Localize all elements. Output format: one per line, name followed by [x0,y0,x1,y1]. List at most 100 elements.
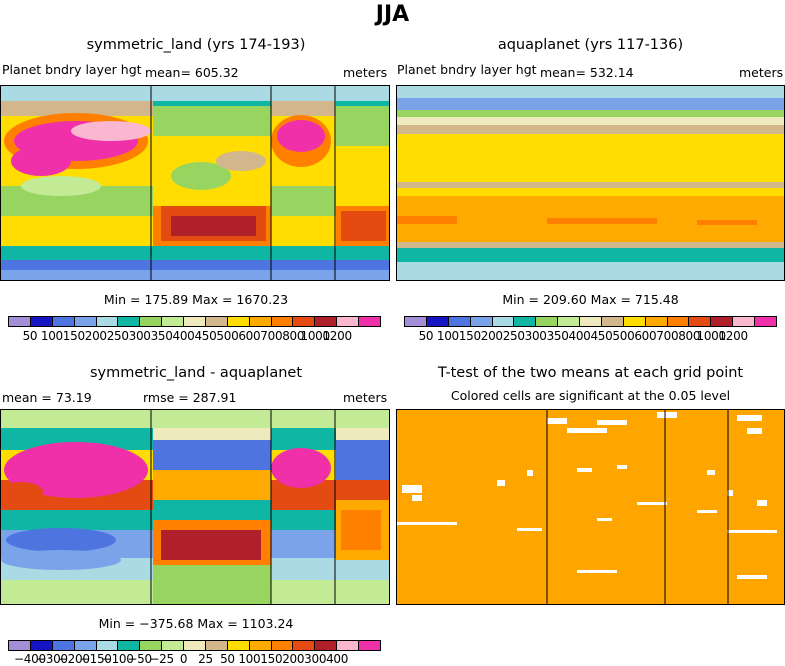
colorbar-abs-left-tick-label: 100 [40,329,63,343]
colorbar-abs-right-swatch [645,317,668,326]
colorbar-diff-swatch [271,641,294,650]
contour-region [577,570,617,573]
panel2-variable-label: Planet bndry layer hgt [397,62,537,77]
contour-region [397,410,784,604]
colorbar-diff-swatch [140,641,163,650]
contour-region [21,443,141,487]
colorbar-diff-tick-label: 200 [282,652,305,666]
colorbar-abs-left-swatch [271,317,294,326]
contour-region [1,482,43,502]
colorbar-abs-left-tick-label: 600 [238,329,261,343]
colorbar-abs-left-swatch [140,317,163,326]
colorbar-diff-labels: −400 −300 −200 −150 −100 −50 −25 0 25 50 100 150 200… [8,652,381,666]
colorbar-abs-left-tick-label: 700 [260,329,283,343]
contour-band [397,248,784,256]
colorbar-diff-swatch [162,641,184,650]
contour-region [153,470,271,500]
colorbar-abs-right-swatch [405,317,427,326]
contour-region [547,418,567,424]
panel1-units: meters [343,65,388,80]
colorbar-abs-right-swatch [558,317,580,326]
panel3-units: meters [343,390,388,405]
colorbar-diff-tick-label: −50 [127,652,152,666]
contour-band [397,98,784,110]
colorbar-abs-right-tick-label: 400 [568,329,591,343]
colorbar-abs-right-tick-label: 350 [546,329,569,343]
contour-region [11,146,71,176]
panel4-subtitle: Colored cells are significant at the 0.0… [450,388,731,403]
colorbar-diff-swatch [249,641,272,650]
colorbar-abs-right-swatch [514,317,537,326]
panel2-units: meters [739,65,784,80]
colorbar-abs-left-swatch [52,317,75,326]
contour-region [153,106,271,136]
contour-region [71,121,151,141]
contour-region [617,465,627,469]
colorbar-abs-left-swatch [96,317,119,326]
colorbar-abs-right-swatch [601,317,624,326]
contour-region [497,480,505,486]
colorbar-abs-left-swatch [227,317,250,326]
colorbar-abs-left-swatch [118,317,141,326]
colorbar-abs-right-swatch [580,317,602,326]
contour-band [397,224,784,242]
colorbar-abs-left-tick-label: 800 [282,329,305,343]
contour-region [527,470,533,476]
colorbar-abs-right-swatch [667,317,690,326]
panel2-map [396,85,785,281]
figure-title: JJA [375,2,410,27]
colorbar-abs-right-tick-label: 600 [634,329,657,343]
colorbar-abs-left-tick-label: 150 [62,329,85,343]
colorbar-abs-left-swatch [9,317,31,326]
colorbar-abs-left-swatch [184,317,206,326]
contour-region [271,448,331,488]
colorbar-abs-right-tick-label: 250 [502,329,525,343]
panel1-title: symmetric_land (yrs 174-193) [86,37,306,53]
panel3-rmse: rmse = 287.91 [143,390,237,405]
colorbar-diff-tick-label: 50 [220,652,235,666]
colorbar-abs-left-tick-label: 50 [22,329,38,343]
colorbar-diff-tick-label: −300 [35,652,68,666]
contour-region [697,220,757,225]
colorbar-diff-swatch [293,641,316,650]
contour-region [1,86,389,101]
panel1-map [0,85,390,281]
contour-region [21,176,101,196]
contour-region [747,428,762,434]
contour-band [397,188,784,196]
contour-band [397,117,784,125]
colorbar-abs-left-tick-label: 400 [172,329,195,343]
colorbar-diff-swatch [30,641,53,650]
colorbar-abs-right-swatch [448,317,471,326]
colorbar-diff-tick-label: −200 [57,652,90,666]
colorbar-abs-left-tick-label: 1200 [322,329,352,343]
panel1-minmax: Min = 175.89 Max = 1670.23 [103,292,289,307]
panel3-heatmap [1,410,389,604]
panel4-title: T-test of the two means at each grid poi… [437,365,744,381]
contour-region [153,565,271,604]
colorbar-diff-tick-label: 0 [179,652,188,666]
colorbar-diff-swatch [227,641,250,650]
colorbar-abs-right-tick-label: 800 [678,329,701,343]
contour-region [161,530,261,560]
colorbar-diff-swatch [337,641,359,650]
colorbar-abs-right-tick-label: 1000 [696,329,727,343]
contour-region [6,528,116,552]
contour-region [707,470,715,475]
panel1-mean: mean= 605.32 [145,65,239,80]
colorbar-diff-swatch [9,641,31,650]
contour-region [341,510,381,550]
contour-band [397,86,784,98]
colorbar-abs-right-tick-label: 1200 [718,329,748,343]
colorbar-abs-left-tick-label: 200 [84,329,107,343]
contour-region [397,522,457,525]
contour-region [577,468,592,472]
colorbar-diff-swatch [359,641,380,650]
colorbar-abs-left-tick-label: 300 [128,329,151,343]
contour-band [397,110,784,117]
colorbar-diff [8,640,381,651]
contour-region [341,211,386,241]
colorbar-diff-tick-label: −400 [14,652,46,666]
contour-band [397,125,784,134]
contour-band [397,256,784,262]
